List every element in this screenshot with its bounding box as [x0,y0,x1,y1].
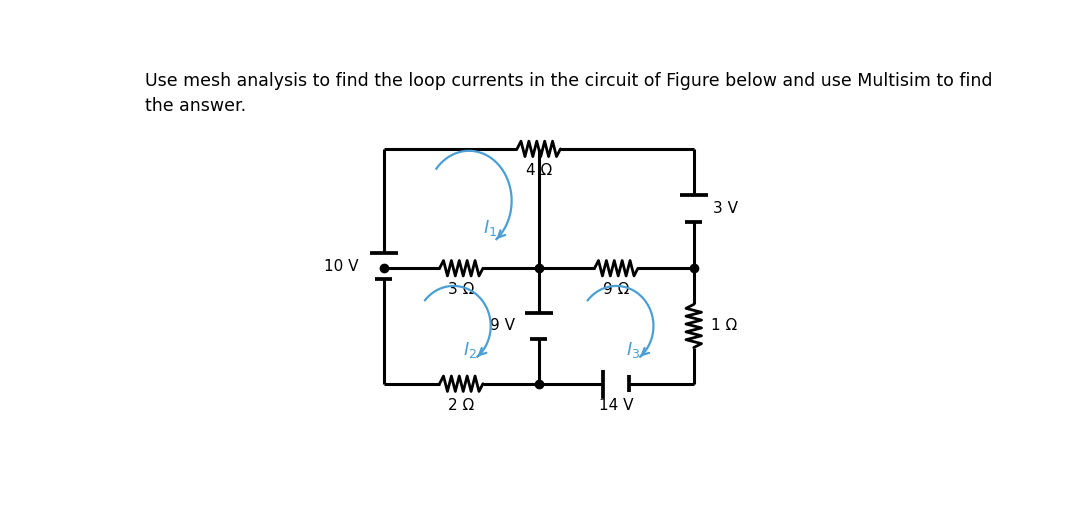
Text: 3 V: 3 V [714,201,738,216]
Text: 1 Ω: 1 Ω [711,318,737,334]
Text: $I_3$: $I_3$ [626,340,640,360]
Text: 9 Ω: 9 Ω [603,282,630,297]
Text: 2 Ω: 2 Ω [449,398,475,412]
Text: 14 V: 14 V [599,398,633,412]
Text: 10 V: 10 V [325,259,359,274]
Text: 3 Ω: 3 Ω [449,282,475,297]
Text: $I_2$: $I_2$ [463,340,477,360]
Text: Use mesh analysis to find the loop currents in the circuit of Figure below and u: Use mesh analysis to find the loop curre… [146,72,993,90]
Text: 9 V: 9 V [491,318,516,334]
Text: 4 Ω: 4 Ω [526,163,552,177]
Text: $I_1$: $I_1$ [483,218,497,238]
Text: the answer.: the answer. [146,97,247,114]
